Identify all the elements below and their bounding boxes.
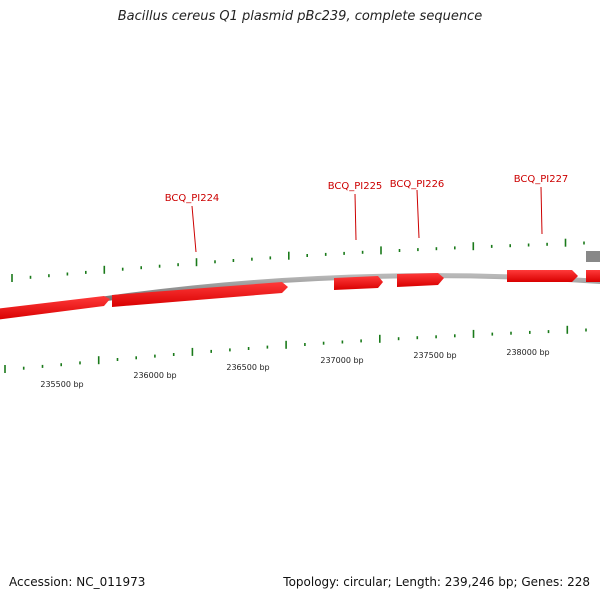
gene-label-bcq-pi224[interactable]: BCQ_PI224: [165, 193, 220, 204]
scale-label: 237000 bp: [320, 356, 363, 365]
gene-arrow[interactable]: [397, 273, 444, 287]
scale-label: 236500 bp: [226, 363, 269, 372]
lower-tick-row: [4, 325, 587, 373]
map-title: Bacillus cereus Q1 plasmid pBc239, compl…: [117, 9, 483, 24]
topology-summary: Topology: circular; Length: 239,246 bp; …: [283, 575, 590, 589]
gene-arrow[interactable]: [586, 270, 600, 282]
scale-label: 238000 bp: [506, 348, 549, 357]
gene-arrow[interactable]: [507, 270, 578, 282]
gene-label-leader: [354, 193, 357, 241]
gene-label-bcq-pi227[interactable]: BCQ_PI227: [514, 174, 569, 185]
gene-label-leader: [540, 186, 543, 235]
gene-label-bcq-pi225[interactable]: BCQ_PI225: [328, 181, 383, 192]
feature-block: [586, 251, 600, 262]
gene-label-bcq-pi226[interactable]: BCQ_PI226: [390, 179, 445, 190]
scale-label: 236000 bp: [133, 371, 176, 380]
scale-label: 237500 bp: [413, 351, 456, 360]
gene-arrow[interactable]: [112, 282, 288, 307]
scale-label: 235500 bp: [40, 380, 83, 389]
gene-arrow[interactable]: [334, 276, 383, 290]
upper-tick-row: [11, 238, 585, 282]
gene-label-leader: [416, 189, 420, 239]
gene-label-leader: [191, 205, 197, 253]
gene-arrow[interactable]: [0, 296, 110, 320]
accession-text: Accession: NC_011973: [9, 575, 146, 589]
